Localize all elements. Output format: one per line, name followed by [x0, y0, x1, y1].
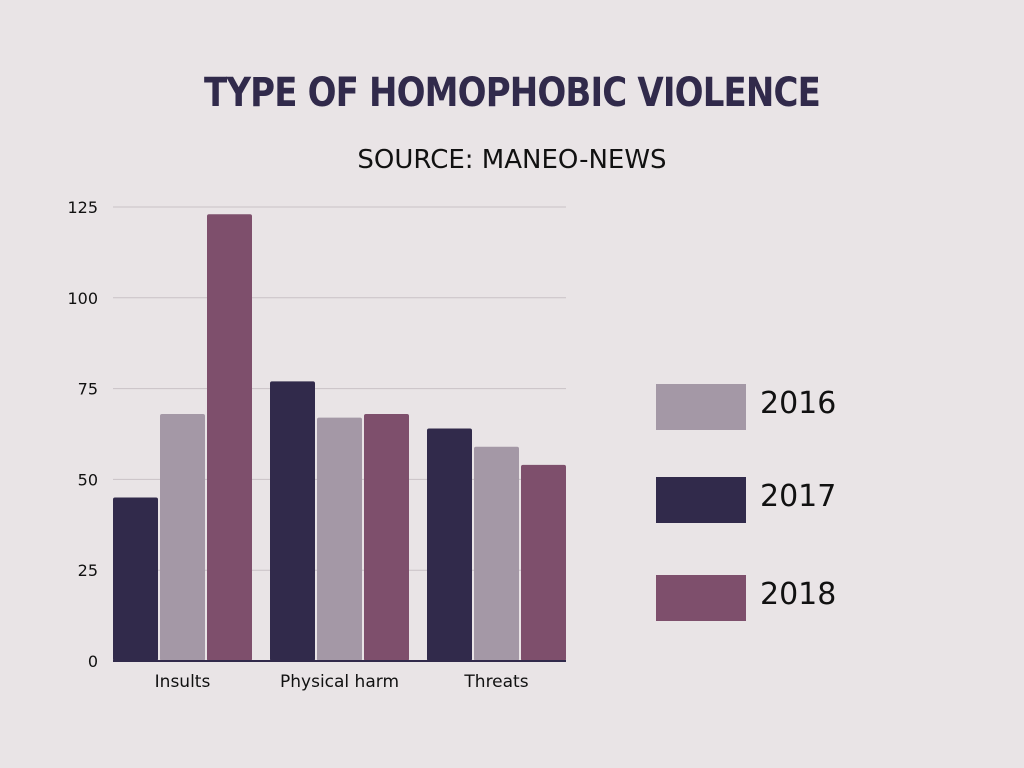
y-tick-label-50: 50 — [78, 470, 98, 489]
legend-item-2018: 2018 — [656, 575, 916, 621]
bar-physical-harm-2016 — [317, 417, 362, 661]
bar-insults-2018 — [207, 214, 252, 661]
legend-swatch-2018 — [656, 575, 746, 621]
y-tick-label-25: 25 — [78, 561, 98, 580]
x-tick-label-physical-harm: Physical harm — [280, 672, 399, 692]
legend-label-2016: 2016 — [760, 386, 837, 421]
legend-swatch-2016 — [656, 384, 746, 430]
bar-threats-2016 — [474, 446, 519, 661]
y-tick-label-75: 75 — [78, 380, 98, 399]
bar-insults-2016 — [160, 414, 205, 661]
chart-title: TYPE OF HOMOPHOBIC VIOLENCE — [204, 70, 821, 116]
legend-label-2017: 2017 — [760, 479, 837, 514]
x-axis-tick-labels: Insults Physical harm Threats — [155, 672, 529, 692]
bar-insults-2017 — [113, 497, 158, 661]
legend-item-2016: 2016 — [656, 384, 916, 430]
bars — [113, 214, 566, 661]
y-tick-label-100: 100 — [67, 289, 98, 308]
x-tick-label-threats: Threats — [463, 672, 528, 692]
legend-label-2018: 2018 — [760, 577, 837, 612]
y-tick-label-0: 0 — [88, 652, 98, 671]
y-axis-tick-labels: 0 25 50 75 100 125 — [67, 198, 98, 671]
legend-item-2017: 2017 — [656, 477, 916, 523]
x-tick-label-insults: Insults — [155, 672, 211, 692]
bar-physical-harm-2018 — [364, 414, 409, 661]
bar-threats-2018 — [521, 464, 566, 661]
legend-swatch-2017 — [656, 477, 746, 523]
bar-physical-harm-2017 — [270, 381, 315, 661]
chart-subtitle: SOURCE: MANEO-NEWS — [357, 145, 667, 175]
y-tick-label-125: 125 — [67, 198, 98, 217]
bar-threats-2017 — [427, 428, 472, 661]
